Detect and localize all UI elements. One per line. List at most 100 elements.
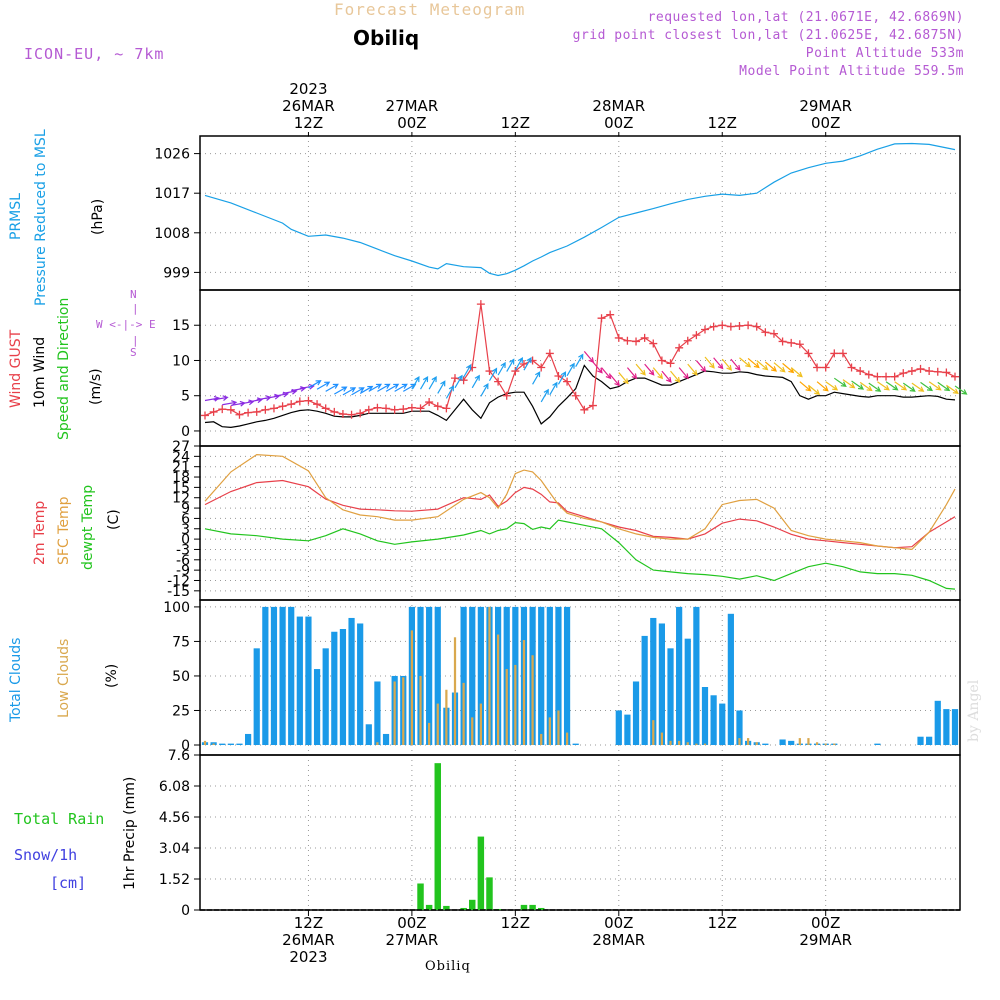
wind-direction-arrow (902, 382, 916, 392)
gust-marker (778, 337, 787, 346)
wind-direction-arrow (506, 358, 515, 372)
total-cloud-bar (270, 606, 278, 745)
wind-direction-arrow (661, 370, 672, 383)
gust-marker (813, 363, 822, 372)
wind-direction-arrow (549, 381, 558, 396)
compass-north: N (130, 288, 137, 301)
gust-marker (545, 349, 554, 358)
wind-direction-arrow (557, 371, 567, 385)
total-cloud-bar (951, 709, 959, 745)
gust-marker (373, 403, 382, 412)
total-cloud-bar (719, 703, 726, 745)
rain-bar (417, 883, 424, 910)
panel-frame (199, 135, 961, 291)
total-cloud-bar (322, 648, 329, 745)
wind-direction-arrow (419, 376, 429, 390)
gust-marker (356, 409, 365, 418)
rain-bar (460, 907, 467, 910)
wind-direction-arrow (937, 381, 951, 392)
compass-west: W (96, 318, 103, 331)
total-cloud-bar (676, 606, 683, 745)
gust-marker (830, 349, 839, 358)
gust-marker (588, 401, 597, 410)
low-cloud-bar (445, 689, 448, 745)
top-time-label: 12Z (294, 114, 323, 132)
wind-direction-arrow (532, 371, 541, 385)
low-cloud-bar (695, 743, 698, 745)
gust-marker (347, 410, 356, 419)
low-cloud-bar (686, 742, 689, 745)
gust-marker (804, 349, 813, 358)
compass-east: E (149, 318, 156, 331)
footer-city: Obiliq (425, 959, 471, 974)
total-cloud-bar (624, 714, 631, 745)
y-tick-label: 25 (172, 703, 190, 719)
wind-direction-arrow (463, 364, 472, 378)
top-time-label: 26MAR (282, 97, 335, 115)
total-cloud-bar (727, 613, 734, 745)
y-tick-label: 15 (172, 480, 190, 496)
gust-marker (882, 372, 891, 381)
total-cloud-bar (874, 743, 881, 745)
gust-marker (752, 322, 761, 331)
y-tick-label: 6.08 (159, 779, 190, 795)
y-tick-label: 0 (181, 903, 190, 919)
gust-marker (433, 402, 442, 411)
wind-direction-arrow (928, 381, 942, 391)
city-title: Obiliq (353, 26, 420, 50)
meteogram-title: Forecast Meteogram (334, 0, 526, 19)
y-tick-label: -6 (176, 553, 190, 569)
wind-direction-arrow (747, 357, 760, 369)
y-tick-label: 7.6 (168, 748, 190, 764)
total-cloud-bar (572, 743, 579, 745)
y-tick-label: -15 (167, 584, 190, 600)
gust-marker (606, 310, 615, 319)
low-cloud-bar (212, 743, 215, 745)
gust-marker (295, 397, 304, 406)
gust-marker (623, 336, 632, 345)
total-cloud-bar (279, 606, 286, 745)
gust-marker (407, 403, 416, 412)
total-cloud-bar (736, 710, 743, 745)
wind-direction-arrow (566, 362, 575, 377)
total-cloud-bar (305, 616, 312, 745)
gust-marker (209, 407, 218, 416)
gust-marker (416, 404, 425, 413)
wind-direction-arrow (868, 382, 882, 392)
wind-direction-arrow (825, 381, 839, 391)
low-cloud-bar (496, 634, 500, 745)
low-cloud-bar (436, 703, 439, 745)
low-cloud-bar (419, 675, 422, 745)
gust-marker (502, 391, 511, 400)
gust-marker (649, 339, 658, 348)
gust-marker (847, 363, 856, 372)
y-tick-label: 0 (181, 424, 190, 440)
bottom-time-label: 28MAR (592, 931, 645, 949)
wind-direction-arrow (618, 372, 629, 385)
gust-marker (632, 337, 641, 346)
y-tick-label: 1.52 (159, 872, 190, 888)
wind-direction-arrow (575, 353, 584, 367)
top-time-label: 2023 (289, 80, 327, 98)
y-tick-label: -9 (176, 563, 190, 579)
total-cloud-bar (374, 681, 381, 745)
total-cloud-bar (313, 669, 321, 745)
gust-marker (787, 338, 796, 347)
wind-direction-arrow (877, 381, 890, 391)
total-cloud-bar (253, 648, 260, 745)
top-time-label: 12Z (708, 114, 737, 132)
y-tick-label: 9 (181, 501, 190, 517)
gust-marker (425, 398, 434, 407)
wind-direction-arrow (291, 386, 307, 392)
low-cloud-bar (514, 664, 517, 745)
total-cloud-bar (236, 743, 243, 745)
top-time-label: 29MAR (799, 97, 852, 115)
gust-marker (899, 369, 908, 378)
gust-marker (769, 329, 778, 338)
y-tick-label: 21 (172, 460, 190, 476)
compass-south: S (130, 346, 137, 359)
bottom-time-label: 00Z (811, 914, 840, 932)
gust-marker (442, 404, 451, 413)
gust-marker (640, 333, 649, 342)
